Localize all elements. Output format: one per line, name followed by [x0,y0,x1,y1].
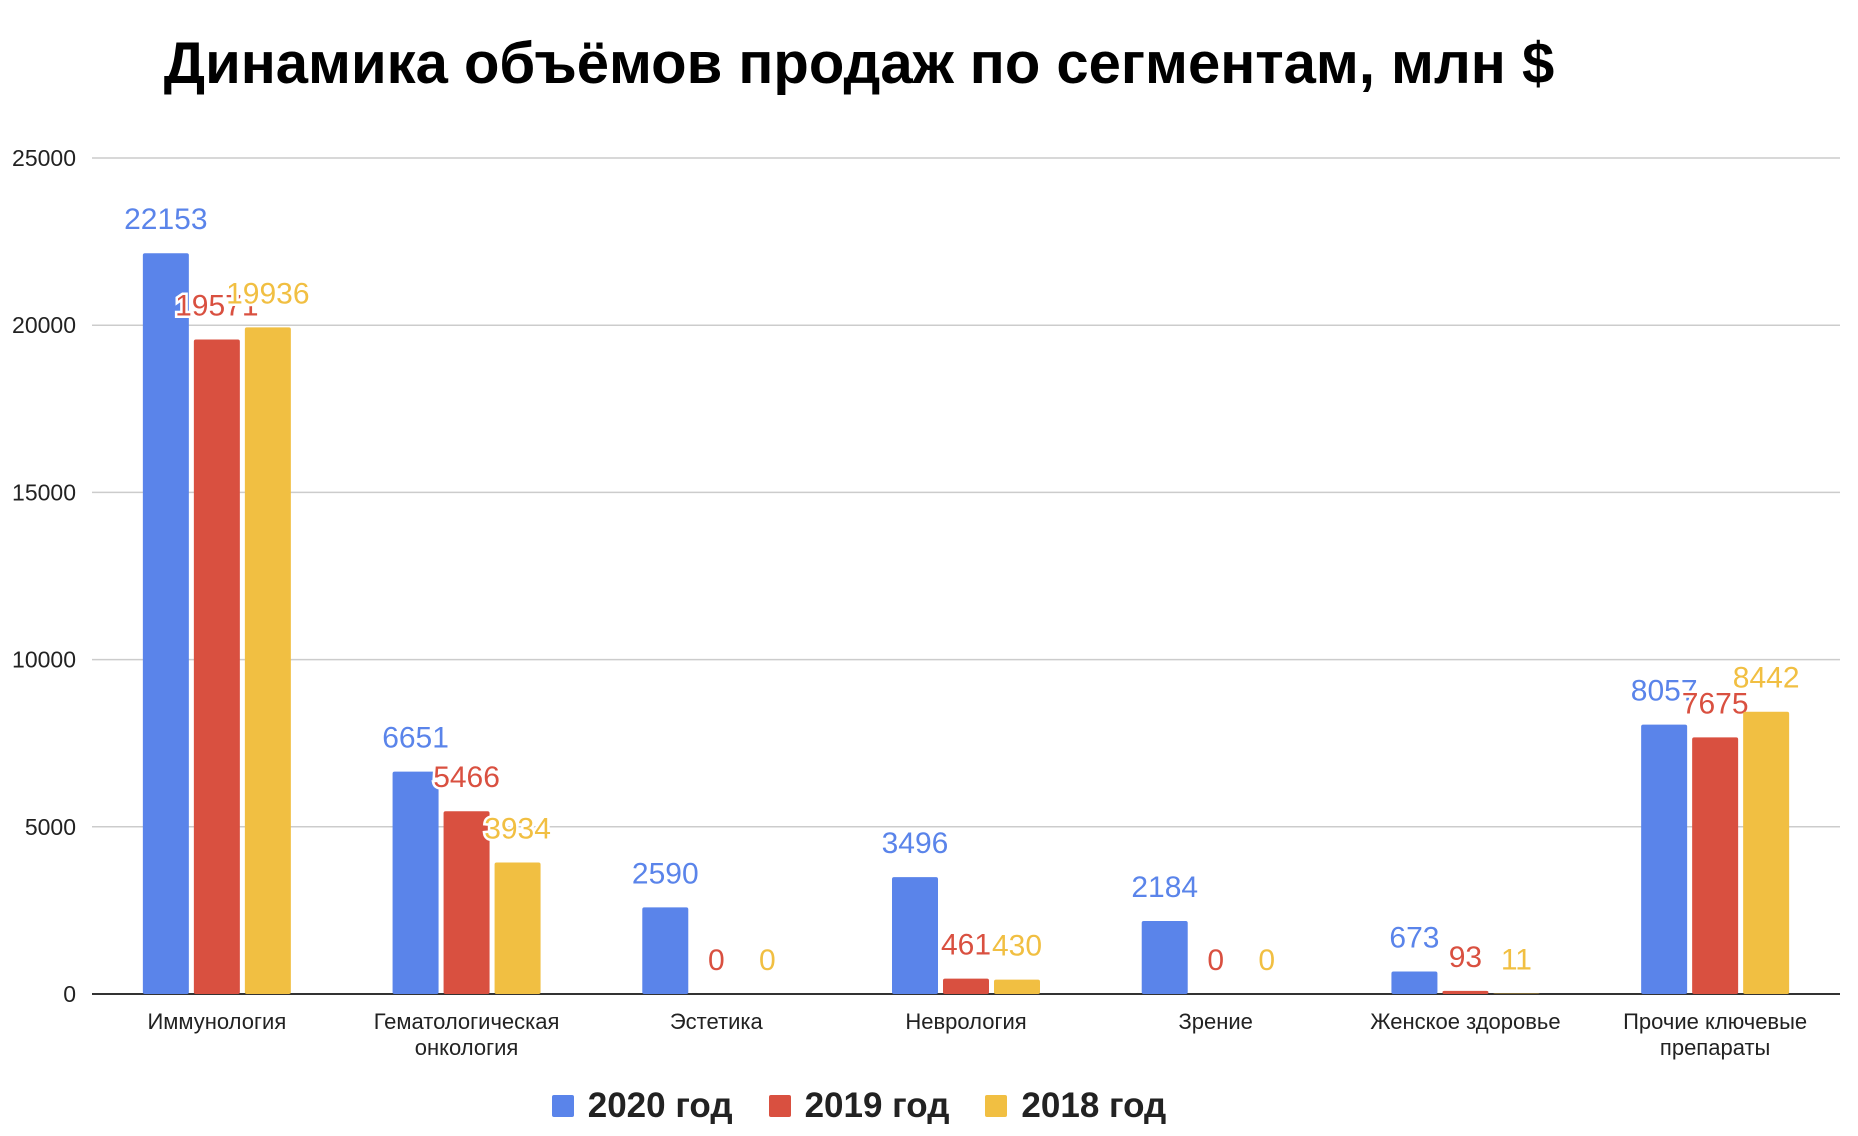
data-label: 0 [1258,944,1275,977]
x-tick-label: онкология [415,1035,519,1060]
bar [142,253,189,994]
legend-swatch-2018 [985,1095,1008,1117]
y-tick-label: 0 [63,981,76,1007]
y-tick-label: 20000 [12,312,76,338]
bar [392,771,439,994]
legend-label-2019: 2019 год [804,1086,950,1125]
x-tick-label: препараты [1660,1035,1770,1060]
x-tick-label: Зрение [1178,1009,1252,1034]
bar [193,339,240,994]
x-tick-label: Гематологическая [374,1009,560,1034]
data-label: 7675 [1682,687,1749,720]
bar [494,862,541,994]
data-label: 461 [941,929,991,962]
bar [1442,990,1489,994]
legend-swatch-2019 [768,1095,791,1117]
bar [642,907,689,994]
x-tick-label: Неврология [905,1009,1026,1034]
bar [443,811,490,994]
bar [1391,971,1438,994]
legend-item-2019: 2019 год [768,1086,950,1126]
legend-label-2020: 2020 год [587,1086,733,1125]
y-tick-label: 10000 [12,647,76,673]
bar [1141,920,1188,994]
legend-item-2020: 2020 год [551,1086,733,1126]
data-label: 3496 [882,827,949,860]
data-label: 11 [1501,944,1532,977]
bar [1692,737,1739,994]
bar [892,877,938,994]
data-label: 5466 [433,761,500,794]
legend-label-2018: 2018 год [1021,1086,1167,1125]
data-label: 19936 [226,277,309,310]
x-tick-label: Женское здоровье [1370,1009,1560,1034]
legend-swatch-2020 [551,1095,574,1117]
data-label: 673 [1389,921,1439,954]
bar [1743,711,1790,994]
data-label: 8442 [1733,662,1800,695]
data-label: 2590 [632,857,699,890]
data-label: 3934 [484,812,551,845]
data-label: 430 [992,930,1042,963]
y-tick-label: 5000 [25,814,76,840]
data-label: 2184 [1131,871,1198,904]
data-label: 0 [708,944,725,977]
data-label: 22153 [124,203,207,236]
bar [1641,724,1688,994]
x-tick-label: Эстетика [670,1009,764,1034]
data-label: 93 [1449,941,1482,974]
data-label: 0 [1207,944,1224,977]
x-tick-label: Прочие ключевые [1623,1009,1807,1034]
x-tick-label: Иммунология [147,1009,286,1034]
data-label: 0 [759,944,776,977]
legend-item-2018: 2018 год [985,1086,1166,1126]
bar [943,978,989,994]
y-tick-label: 15000 [12,479,76,505]
data-label: 19571 [175,290,258,323]
bar [244,327,291,994]
data-label: 6651 [382,722,449,755]
legend: 2020 год 2019 год 2018 год [0,1086,1788,1126]
chart-title: Динамика объёмов продаж по сегментам, мл… [163,31,1555,96]
data-label: 8057 [1631,675,1698,708]
bar [994,979,1040,994]
y-tick-label: 25000 [12,145,76,171]
